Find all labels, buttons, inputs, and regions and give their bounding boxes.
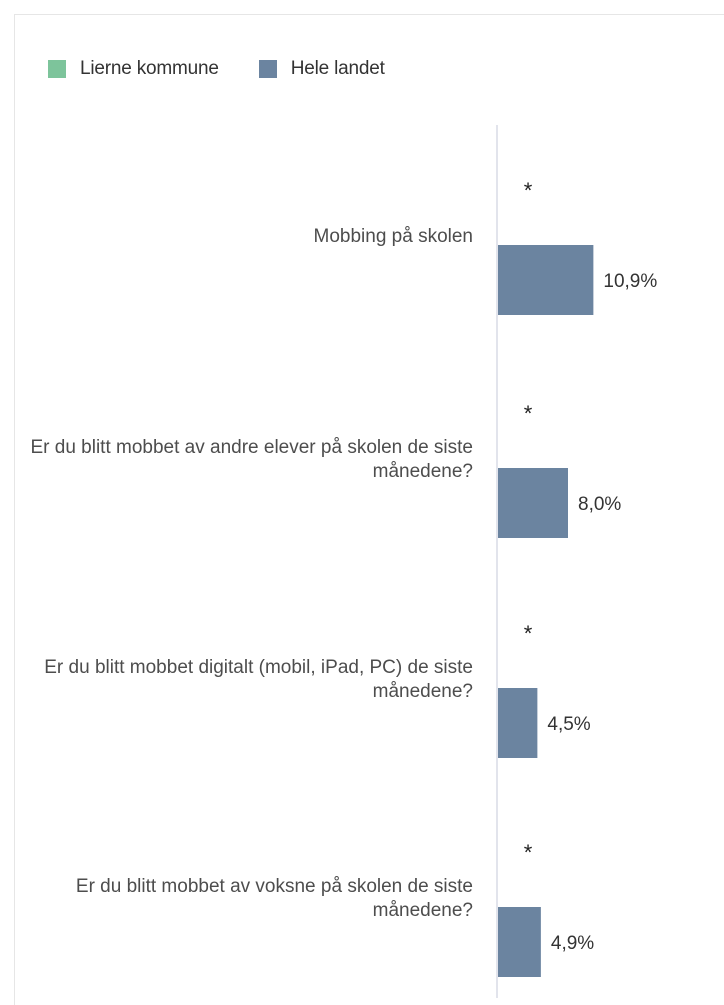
category-label: månedene?	[373, 900, 473, 921]
category-label: Er du blitt mobbet av andre elever på sk…	[30, 437, 473, 458]
legend-swatch-hele-landet	[258, 60, 277, 78]
category-label: månedene?	[373, 681, 473, 702]
data-label: 4,9%	[551, 933, 594, 954]
legend-item-hele-landet[interactable]: Hele landet	[258, 58, 385, 80]
no-data-marker: *	[524, 401, 533, 426]
data-label: 10,9%	[603, 271, 657, 292]
bar-hele-landet	[498, 907, 541, 977]
category-label: Er du blitt mobbet av voksne på skolen d…	[76, 876, 473, 897]
chart-legend: Lierne kommune Hele landet	[48, 58, 425, 80]
category-label: Er du blitt mobbet digitalt (mobil, iPad…	[44, 657, 473, 678]
no-data-marker: *	[524, 621, 533, 646]
bar-hele-landet	[498, 468, 568, 538]
chart-card	[14, 14, 724, 1005]
bar-hele-landet	[498, 688, 538, 758]
data-label: 4,5%	[547, 714, 590, 735]
legend-label-lierne: Lierne kommune	[80, 58, 219, 79]
legend-label-hele-landet: Hele landet	[290, 58, 385, 79]
category-label: månedene?	[373, 461, 473, 482]
legend-swatch-lierne	[48, 60, 66, 78]
bar-hele-landet	[498, 245, 594, 315]
legend-item-lierne[interactable]: Lierne kommune	[48, 58, 219, 80]
no-data-marker: *	[524, 178, 533, 203]
category-label: Mobbing på skolen	[314, 226, 474, 247]
no-data-marker: *	[524, 840, 533, 865]
data-label: 8,0%	[578, 494, 621, 515]
